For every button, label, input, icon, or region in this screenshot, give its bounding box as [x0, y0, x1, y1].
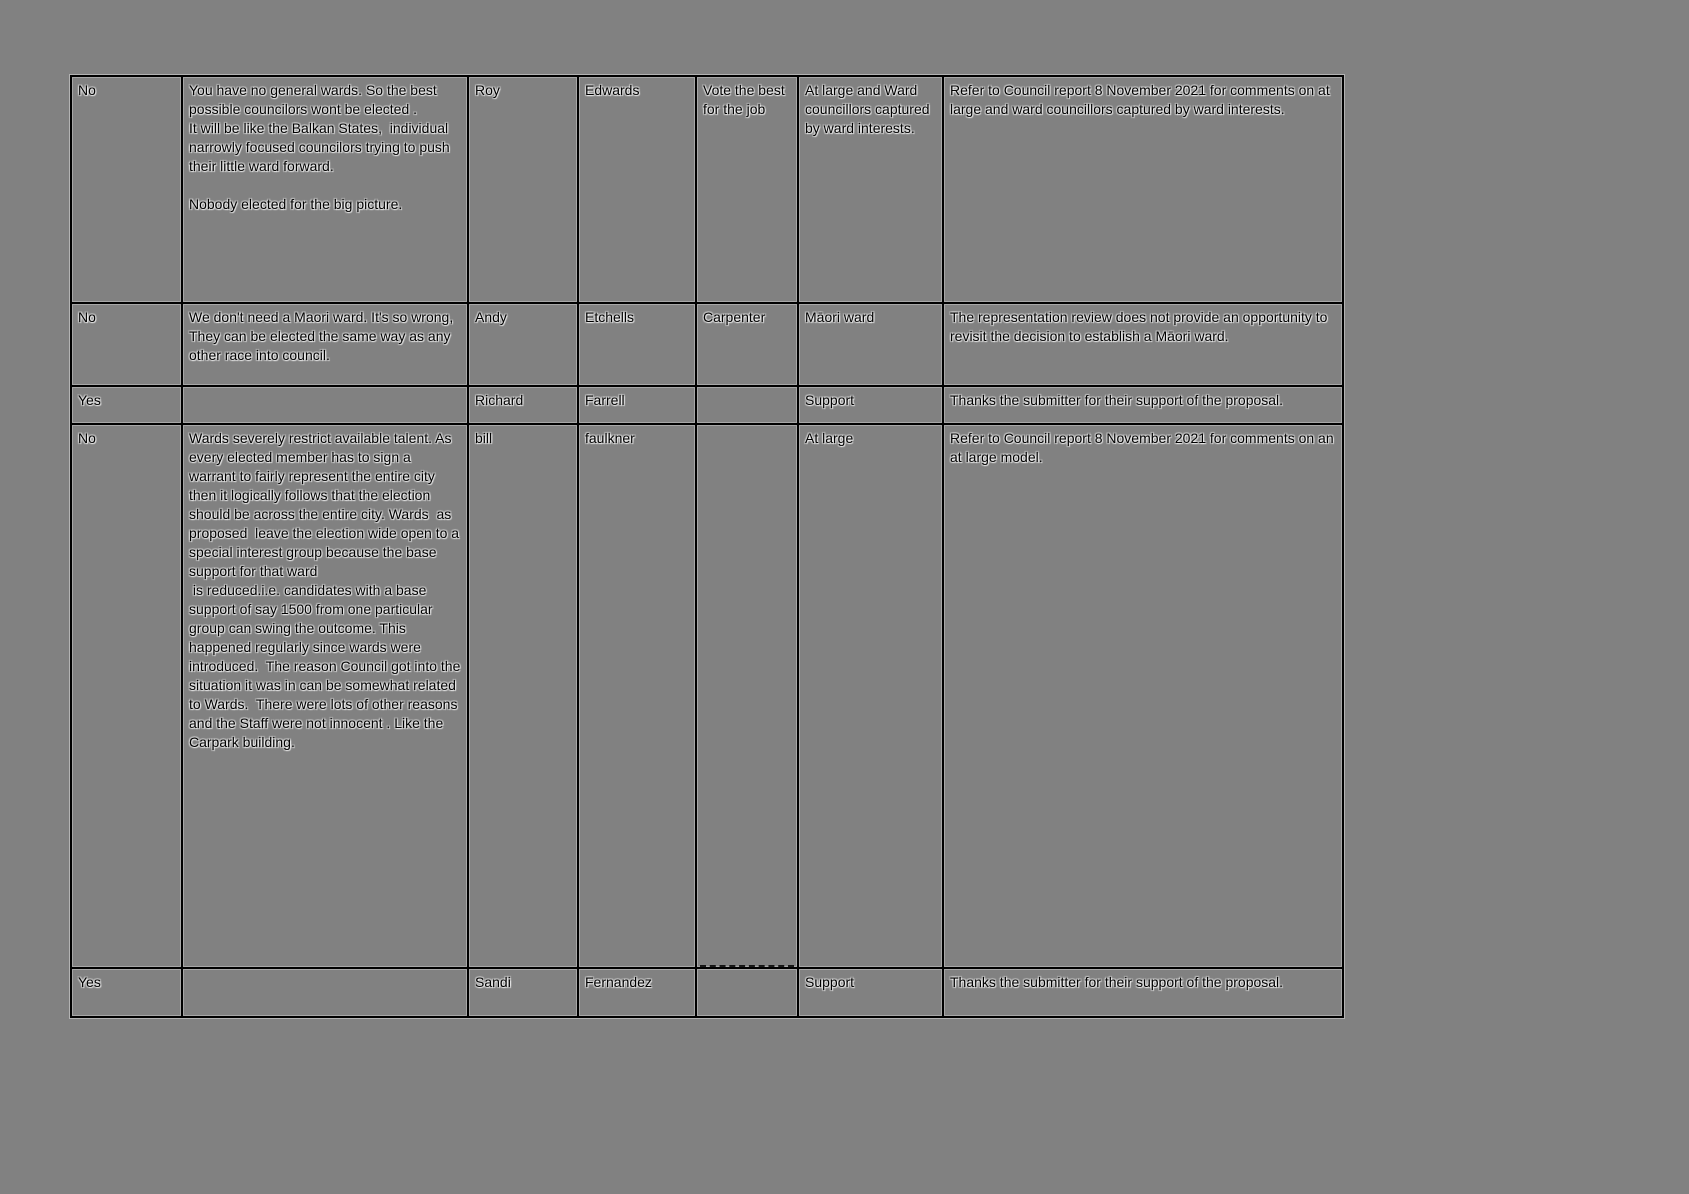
cell-first-name: bill	[467, 423, 579, 969]
cell-ward-topic: At large and Ward councillors captured b…	[797, 75, 944, 304]
table-row: No Wards severely restrict available tal…	[70, 423, 1344, 969]
cell-submission-comment: You have no general wards. So the best p…	[181, 75, 469, 304]
cell-submission-comment: We don't need a Maori ward. It's so wron…	[181, 302, 469, 387]
cell-support-answer: Yes	[70, 385, 183, 425]
cell-other-comment	[695, 385, 799, 425]
table-row: No We don't need a Maori ward. It's so w…	[70, 302, 1344, 387]
dashed-border-artifact	[700, 965, 794, 966]
cell-last-name: faulkner	[577, 423, 697, 969]
cell-support-answer: No	[70, 423, 183, 969]
cell-other-comment	[695, 967, 799, 1018]
cell-other-comment: Vote the best for the job	[695, 75, 799, 304]
cell-ward-topic: Support	[797, 967, 944, 1018]
cell-submission-comment	[181, 385, 469, 425]
table-row: No You have no general wards. So the bes…	[70, 75, 1344, 304]
cell-other-comment: Carpenter	[695, 302, 799, 387]
cell-last-name: Etchells	[577, 302, 697, 387]
cell-council-response: Refer to Council report 8 November 2021 …	[942, 423, 1344, 969]
cell-submission-comment: Wards severely restrict available talent…	[181, 423, 469, 969]
cell-support-answer: No	[70, 302, 183, 387]
cell-other-comment	[695, 423, 799, 969]
cell-ward-topic: At large	[797, 423, 944, 969]
table-row: Yes Richard Farrell Support Thanks the s…	[70, 385, 1344, 425]
cell-council-response: Thanks the submitter for their support o…	[942, 967, 1344, 1018]
cell-ward-topic: Māori ward	[797, 302, 944, 387]
table-row: Yes Sandi Fernandez Support Thanks the s…	[70, 967, 1344, 1018]
document-table: No You have no general wards. So the bes…	[70, 75, 1344, 1018]
cell-submission-comment	[181, 967, 469, 1018]
cell-first-name: Roy	[467, 75, 579, 304]
cell-last-name: Fernandez	[577, 967, 697, 1018]
cell-council-response: Refer to Council report 8 November 2021 …	[942, 75, 1344, 304]
cell-council-response: The representation review does not provi…	[942, 302, 1344, 387]
cell-support-answer: Yes	[70, 967, 183, 1018]
cell-support-answer: No	[70, 75, 183, 304]
cell-council-response: Thanks the submitter for their support o…	[942, 385, 1344, 425]
cell-last-name: Edwards	[577, 75, 697, 304]
cell-first-name: Richard	[467, 385, 579, 425]
cell-ward-topic: Support	[797, 385, 944, 425]
cell-first-name: Sandi	[467, 967, 579, 1018]
cell-last-name: Farrell	[577, 385, 697, 425]
cell-first-name: Andy	[467, 302, 579, 387]
